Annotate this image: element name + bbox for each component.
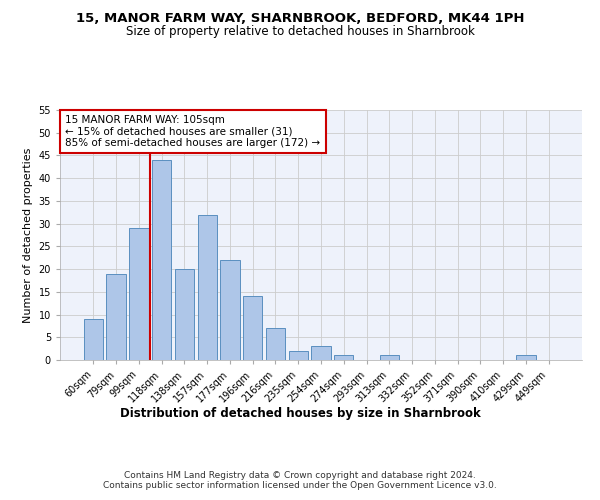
Bar	[129, 228, 149, 360]
Bar	[152, 160, 172, 360]
Bar	[334, 356, 353, 360]
Bar	[106, 274, 126, 360]
Text: Size of property relative to detached houses in Sharnbrook: Size of property relative to detached ho…	[125, 25, 475, 38]
Bar	[175, 269, 194, 360]
Text: Distribution of detached houses by size in Sharnbrook: Distribution of detached houses by size …	[119, 408, 481, 420]
Bar	[289, 351, 308, 360]
Bar	[311, 346, 331, 360]
Text: Contains HM Land Registry data © Crown copyright and database right 2024.
Contai: Contains HM Land Registry data © Crown c…	[103, 470, 497, 490]
Text: 15, MANOR FARM WAY, SHARNBROOK, BEDFORD, MK44 1PH: 15, MANOR FARM WAY, SHARNBROOK, BEDFORD,…	[76, 12, 524, 26]
Text: 15 MANOR FARM WAY: 105sqm
← 15% of detached houses are smaller (31)
85% of semi-: 15 MANOR FARM WAY: 105sqm ← 15% of detac…	[65, 115, 320, 148]
Bar	[380, 356, 399, 360]
Bar	[220, 260, 239, 360]
Bar	[266, 328, 285, 360]
Bar	[243, 296, 262, 360]
Bar	[84, 319, 103, 360]
Bar	[516, 356, 536, 360]
Bar	[197, 214, 217, 360]
Y-axis label: Number of detached properties: Number of detached properties	[23, 148, 33, 322]
